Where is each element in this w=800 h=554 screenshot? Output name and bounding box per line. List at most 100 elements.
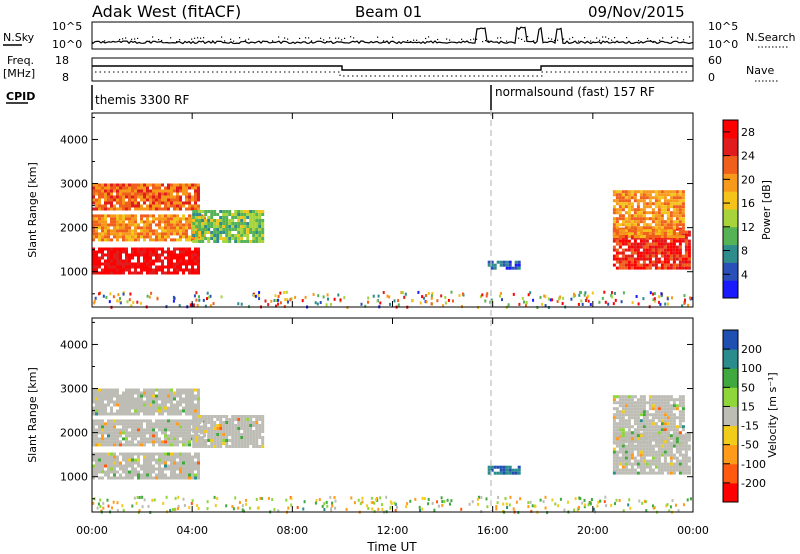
velocity-cell <box>185 428 188 432</box>
power-cell <box>131 198 134 202</box>
velocity-cell <box>158 461 161 465</box>
power-cell <box>116 214 119 218</box>
power-cell <box>621 260 625 264</box>
power-cell <box>678 193 682 197</box>
velocity-cell <box>660 419 664 423</box>
velocity-cell <box>92 440 95 444</box>
velocity-cell <box>107 437 110 441</box>
power-cell <box>678 214 682 218</box>
velocity-cell <box>675 428 679 432</box>
power-cell <box>128 265 131 269</box>
velocity-cell <box>195 436 199 439</box>
velocity-cell <box>155 458 158 462</box>
cpid-segment-1: themis 3300 RF <box>95 93 189 107</box>
power-cell <box>101 268 104 272</box>
power-cell <box>131 223 134 227</box>
velocity-cell <box>684 444 688 448</box>
power-cell <box>621 239 625 243</box>
velocity-cell <box>158 473 161 477</box>
velocity-clutter <box>505 502 508 506</box>
velocity-clutter <box>371 507 374 511</box>
power-cell <box>213 210 217 213</box>
power-cell <box>158 195 161 199</box>
power-cell <box>95 207 98 211</box>
velocity-cell <box>179 412 182 416</box>
power-cell <box>146 198 149 202</box>
power-cell <box>612 263 616 267</box>
power-clutter <box>653 292 656 296</box>
velocity-clutter <box>302 507 305 511</box>
velocity-cell <box>258 436 262 439</box>
velocity-cell <box>678 398 682 402</box>
power-cell <box>672 220 676 224</box>
power-cell <box>182 214 185 218</box>
velocity-cell <box>101 428 104 432</box>
velocity-cell <box>125 476 128 480</box>
velocity-cell <box>149 409 152 413</box>
velocity-cell <box>197 476 200 480</box>
power-cell <box>681 229 685 233</box>
power-cell <box>191 271 194 275</box>
velocity-cell <box>197 452 200 456</box>
velocity-cell <box>225 442 229 445</box>
power-cell <box>164 250 167 254</box>
velocity-cell <box>681 456 685 460</box>
power-cell <box>119 253 122 257</box>
power-cell <box>642 226 646 230</box>
velocity-cell <box>107 400 110 404</box>
power-cell <box>678 196 682 200</box>
power-cell <box>615 211 619 215</box>
power-cell <box>188 183 191 187</box>
noise-search-dot <box>626 37 628 39</box>
power-cell <box>666 242 670 246</box>
power-clutter <box>521 296 524 300</box>
velocity-cell <box>134 461 137 465</box>
velocity-cell <box>188 425 191 429</box>
power-cell <box>140 268 143 272</box>
velocity-cell <box>92 428 95 432</box>
noise-search-dot <box>104 40 106 42</box>
velocity-cell <box>684 450 688 454</box>
velocity-cell <box>222 421 226 424</box>
power-cell <box>173 183 176 187</box>
power-clutter <box>343 296 346 300</box>
power-cell <box>198 234 202 237</box>
power-cell <box>137 223 140 227</box>
power-cell <box>158 238 161 242</box>
velocity-cell <box>125 412 128 416</box>
power-cell <box>167 223 170 227</box>
velocity-cell <box>237 433 241 436</box>
power-cell <box>128 183 131 187</box>
power-cell <box>618 214 622 218</box>
power-cell <box>514 263 518 267</box>
velocity-clutter <box>370 496 373 500</box>
power-cell <box>222 231 226 234</box>
power-cell <box>95 204 98 208</box>
power-cell <box>119 235 122 239</box>
velocity-cell <box>255 445 259 448</box>
power-cell <box>92 250 95 254</box>
power-cell <box>149 250 152 254</box>
power-clutter <box>577 302 580 306</box>
velocity-cell <box>143 434 146 438</box>
velocity-cell <box>627 413 631 417</box>
velocity-cell <box>197 412 200 416</box>
velocity-cell <box>672 425 676 429</box>
power-cell <box>101 256 104 260</box>
velocity-clutter <box>111 506 113 510</box>
velocity-cell <box>98 397 101 401</box>
velocity-cell <box>624 413 628 417</box>
velocity-cell <box>219 445 223 448</box>
power-cell <box>107 271 110 275</box>
velocity-cell <box>170 409 173 413</box>
velocity-cell <box>660 437 664 441</box>
velocity-cell <box>179 422 182 426</box>
velocity-cell <box>255 415 259 418</box>
power-cell <box>672 211 676 215</box>
velocity-cell <box>192 415 196 418</box>
noise-search-dot <box>449 39 451 41</box>
velocity-cell <box>633 434 637 438</box>
power-cell <box>92 220 95 224</box>
velocity-cell <box>185 467 188 471</box>
power-cell <box>231 213 235 216</box>
